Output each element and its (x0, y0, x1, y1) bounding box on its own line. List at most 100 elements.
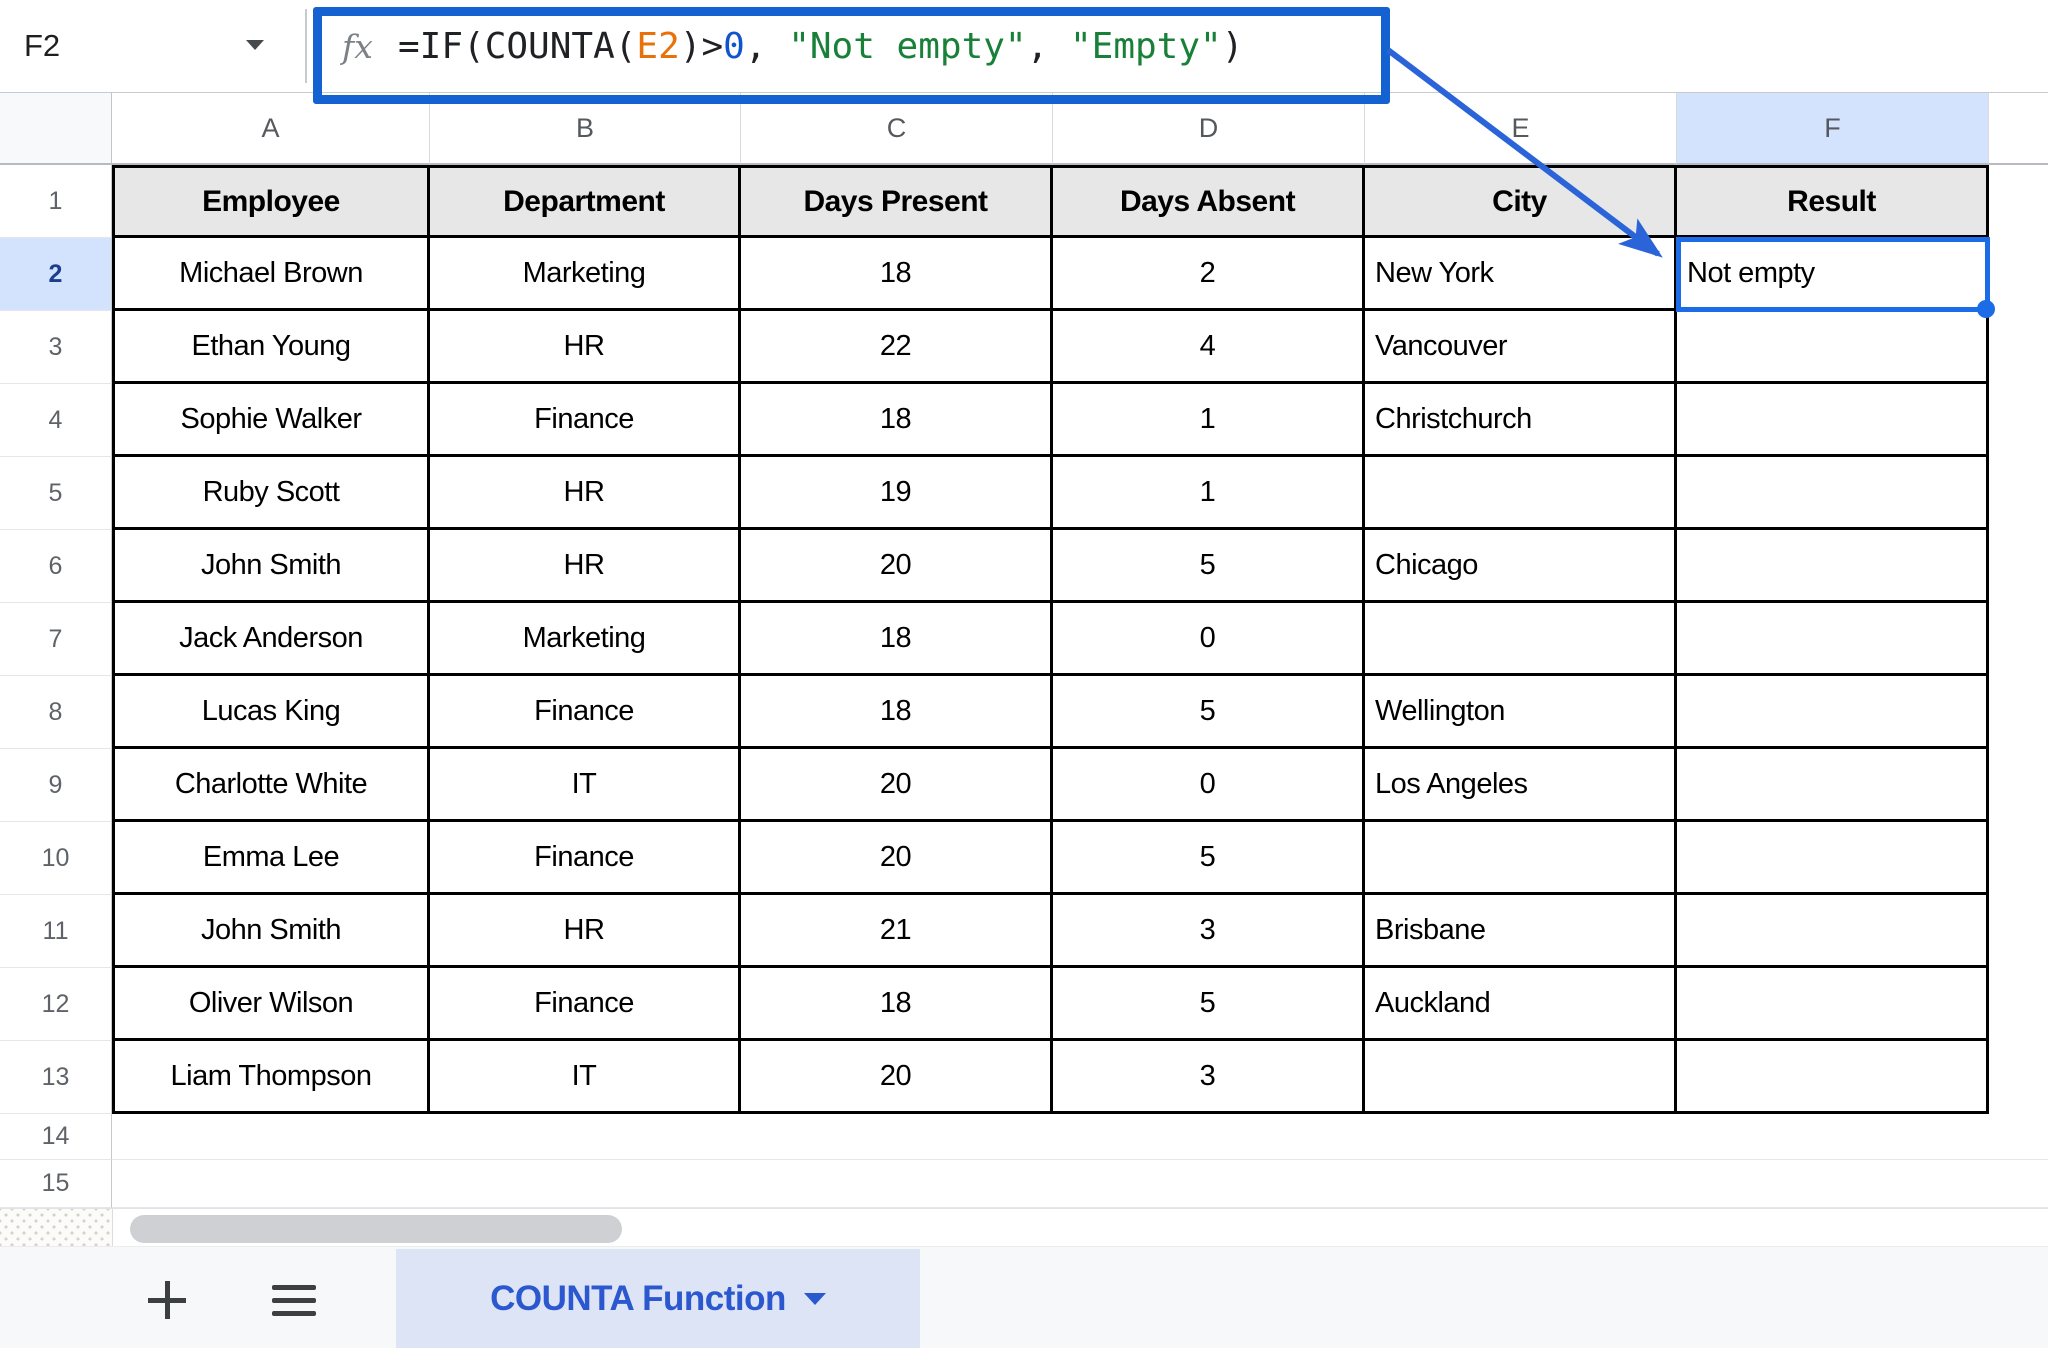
scrollbar-thumb[interactable] (130, 1215, 622, 1243)
name-box[interactable]: F2 (24, 28, 61, 63)
cell-c4[interactable]: 18 (741, 384, 1053, 457)
cell-d9[interactable]: 0 (1053, 749, 1365, 822)
empty-cells-row-15[interactable] (112, 1160, 2048, 1208)
cell-b9[interactable]: IT (430, 749, 741, 822)
cell-a1[interactable]: Employee (112, 165, 430, 238)
cell-a13[interactable]: Liam Thompson (112, 1041, 430, 1114)
cell-b4[interactable]: Finance (430, 384, 741, 457)
formula-input[interactable]: =IF(COUNTA(E2)> 0, "Not empty", "Empty") (398, 0, 1243, 92)
cell-b13[interactable]: IT (430, 1041, 741, 1114)
cell-a8[interactable]: Lucas King (112, 676, 430, 749)
cell-c8[interactable]: 18 (741, 676, 1053, 749)
cell-f4[interactable] (1677, 384, 1989, 457)
cell-f8[interactable] (1677, 676, 1989, 749)
row-header-4[interactable]: 4 (0, 384, 112, 457)
chevron-down-icon[interactable] (246, 40, 264, 50)
cell-d6[interactable]: 5 (1053, 530, 1365, 603)
cell-a5[interactable]: Ruby Scott (112, 457, 430, 530)
cell-d13[interactable]: 3 (1053, 1041, 1365, 1114)
cell-f1[interactable]: Result (1677, 165, 1989, 238)
row-header-10[interactable]: 10 (0, 822, 112, 895)
row-header-13[interactable]: 13 (0, 1041, 112, 1114)
cell-f3[interactable] (1677, 311, 1989, 384)
cell-c7[interactable]: 18 (741, 603, 1053, 676)
cell-f11[interactable] (1677, 895, 1989, 968)
cell-b11[interactable]: HR (430, 895, 741, 968)
cell-d10[interactable]: 5 (1053, 822, 1365, 895)
column-header-c[interactable]: C (741, 93, 1053, 165)
column-header-e[interactable]: E (1365, 93, 1677, 165)
cell-f10[interactable] (1677, 822, 1989, 895)
row-header-5[interactable]: 5 (0, 457, 112, 530)
cell-e6[interactable]: Chicago (1365, 530, 1677, 603)
cell-f9[interactable] (1677, 749, 1989, 822)
cell-d12[interactable]: 5 (1053, 968, 1365, 1041)
cell-a2[interactable]: Michael Brown (112, 238, 430, 311)
row-header-14[interactable]: 14 (0, 1114, 112, 1160)
row-header-3[interactable]: 3 (0, 311, 112, 384)
select-all-corner[interactable] (0, 93, 112, 165)
cell-e3[interactable]: Vancouver (1365, 311, 1677, 384)
cell-c13[interactable]: 20 (741, 1041, 1053, 1114)
cell-b3[interactable]: HR (430, 311, 741, 384)
cell-c12[interactable]: 18 (741, 968, 1053, 1041)
cell-c3[interactable]: 22 (741, 311, 1053, 384)
cell-f13[interactable] (1677, 1041, 1989, 1114)
cell-f5[interactable] (1677, 457, 1989, 530)
cell-c10[interactable]: 20 (741, 822, 1053, 895)
cell-e12[interactable]: Auckland (1365, 968, 1677, 1041)
cell-a4[interactable]: Sophie Walker (112, 384, 430, 457)
column-header-d[interactable]: D (1053, 93, 1365, 165)
cell-f2-selected[interactable]: Not empty (1677, 238, 1989, 311)
cell-f7[interactable] (1677, 603, 1989, 676)
cell-b1[interactable]: Department (430, 165, 741, 238)
cell-f12[interactable] (1677, 968, 1989, 1041)
cell-b6[interactable]: HR (430, 530, 741, 603)
cell-e9[interactable]: Los Angeles (1365, 749, 1677, 822)
cell-a12[interactable]: Oliver Wilson (112, 968, 430, 1041)
cell-c11[interactable]: 21 (741, 895, 1053, 968)
cell-f6[interactable] (1677, 530, 1989, 603)
cell-b7[interactable]: Marketing (430, 603, 741, 676)
cell-b12[interactable]: Finance (430, 968, 741, 1041)
cell-a9[interactable]: Charlotte White (112, 749, 430, 822)
cell-b5[interactable]: HR (430, 457, 741, 530)
empty-cells-row-14[interactable] (112, 1114, 2048, 1160)
cell-d8[interactable]: 5 (1053, 676, 1365, 749)
sheet-tab-active[interactable]: COUNTA Function (396, 1249, 920, 1348)
column-header-f[interactable]: F (1677, 93, 1989, 165)
add-sheet-icon[interactable] (148, 1281, 186, 1319)
cell-a11[interactable]: John Smith (112, 895, 430, 968)
cell-c9[interactable]: 20 (741, 749, 1053, 822)
cell-d4[interactable]: 1 (1053, 384, 1365, 457)
cell-b10[interactable]: Finance (430, 822, 741, 895)
row-header-8[interactable]: 8 (0, 676, 112, 749)
row-header-11[interactable]: 11 (0, 895, 112, 968)
cell-d3[interactable]: 4 (1053, 311, 1365, 384)
column-header-b[interactable]: B (430, 93, 741, 165)
cell-e11[interactable]: Brisbane (1365, 895, 1677, 968)
cell-c5[interactable]: 19 (741, 457, 1053, 530)
row-header-1[interactable]: 1 (0, 165, 112, 238)
cell-e2[interactable]: New York (1365, 238, 1677, 311)
row-header-9[interactable]: 9 (0, 749, 112, 822)
cell-a3[interactable]: Ethan Young (112, 311, 430, 384)
cell-e5[interactable] (1365, 457, 1677, 530)
cell-e4[interactable]: Christchurch (1365, 384, 1677, 457)
row-header-6[interactable]: 6 (0, 530, 112, 603)
cell-e13[interactable] (1365, 1041, 1677, 1114)
cell-d1[interactable]: Days Absent (1053, 165, 1365, 238)
row-header-15[interactable]: 15 (0, 1160, 112, 1208)
row-header-2[interactable]: 2 (0, 238, 112, 311)
cell-e10[interactable] (1365, 822, 1677, 895)
cell-e8[interactable]: Wellington (1365, 676, 1677, 749)
cell-d11[interactable]: 3 (1053, 895, 1365, 968)
cell-c1[interactable]: Days Present (741, 165, 1053, 238)
cell-b8[interactable]: Finance (430, 676, 741, 749)
cell-b2[interactable]: Marketing (430, 238, 741, 311)
cell-c6[interactable]: 20 (741, 530, 1053, 603)
chevron-down-icon[interactable] (803, 1293, 826, 1305)
cell-d2[interactable]: 2 (1053, 238, 1365, 311)
row-header-12[interactable]: 12 (0, 968, 112, 1041)
cell-e1[interactable]: City (1365, 165, 1677, 238)
